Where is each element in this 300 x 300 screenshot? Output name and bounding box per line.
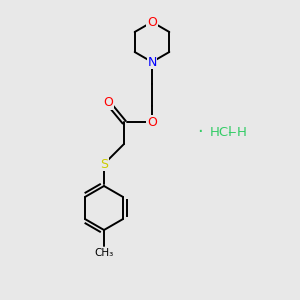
Text: S: S (100, 158, 108, 170)
Text: H: H (237, 125, 247, 139)
Text: O: O (147, 16, 157, 28)
Text: O: O (147, 116, 157, 128)
Text: N: N (147, 56, 157, 68)
Text: O: O (103, 97, 113, 110)
Text: ·: · (197, 123, 203, 141)
Text: CH₃: CH₃ (94, 248, 114, 258)
Text: HCl: HCl (210, 125, 233, 139)
Text: ─: ─ (228, 127, 235, 137)
